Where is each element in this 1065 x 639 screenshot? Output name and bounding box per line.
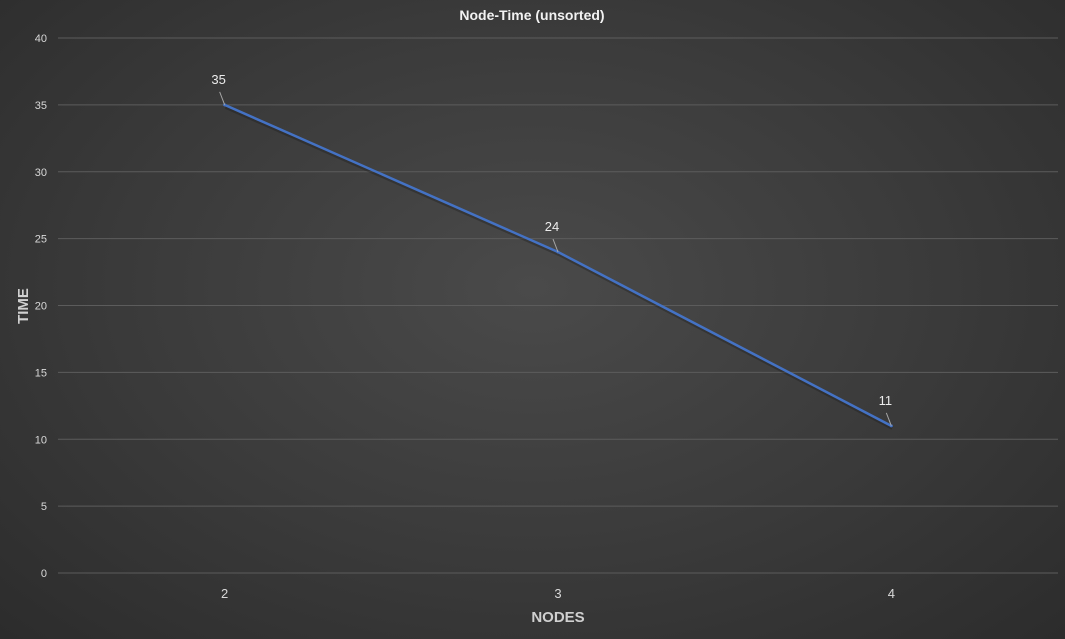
data-label: 35 [211,72,225,87]
x-axis-ticks: 2 3 4 [221,586,895,601]
y-tick-label: 25 [35,234,47,246]
y-tick-label: 30 [35,167,47,179]
y-tick-label: 35 [35,100,47,112]
series-layer [223,103,894,430]
data-label-leader [552,238,559,253]
x-tick-label: 4 [888,586,895,601]
data-label: 11 [879,393,893,408]
series-line [224,103,892,427]
gridlines [58,37,1058,574]
data-label-leader [885,412,892,427]
y-tick-label: 0 [41,568,47,580]
data-label-leader [219,91,226,106]
x-tick-label: 2 [221,586,228,601]
y-tick-label: 10 [35,434,47,446]
y-tick-label: 5 [41,501,47,513]
y-axis-ticks: 0 5 10 15 20 25 30 35 40 [35,33,47,580]
y-tick-label: 20 [35,301,47,313]
x-tick-label: 3 [554,586,561,601]
x-axis-label: NODES [531,609,584,626]
series-line-shadow [224,105,894,430]
y-tick-label: 40 [35,33,47,45]
y-tick-label: 15 [35,367,47,379]
chart-title: Node-Time (unsorted) [459,7,604,23]
y-axis-label: TIME [15,288,32,324]
data-labels: 35 24 11 [211,72,893,427]
data-label: 24 [545,219,559,234]
